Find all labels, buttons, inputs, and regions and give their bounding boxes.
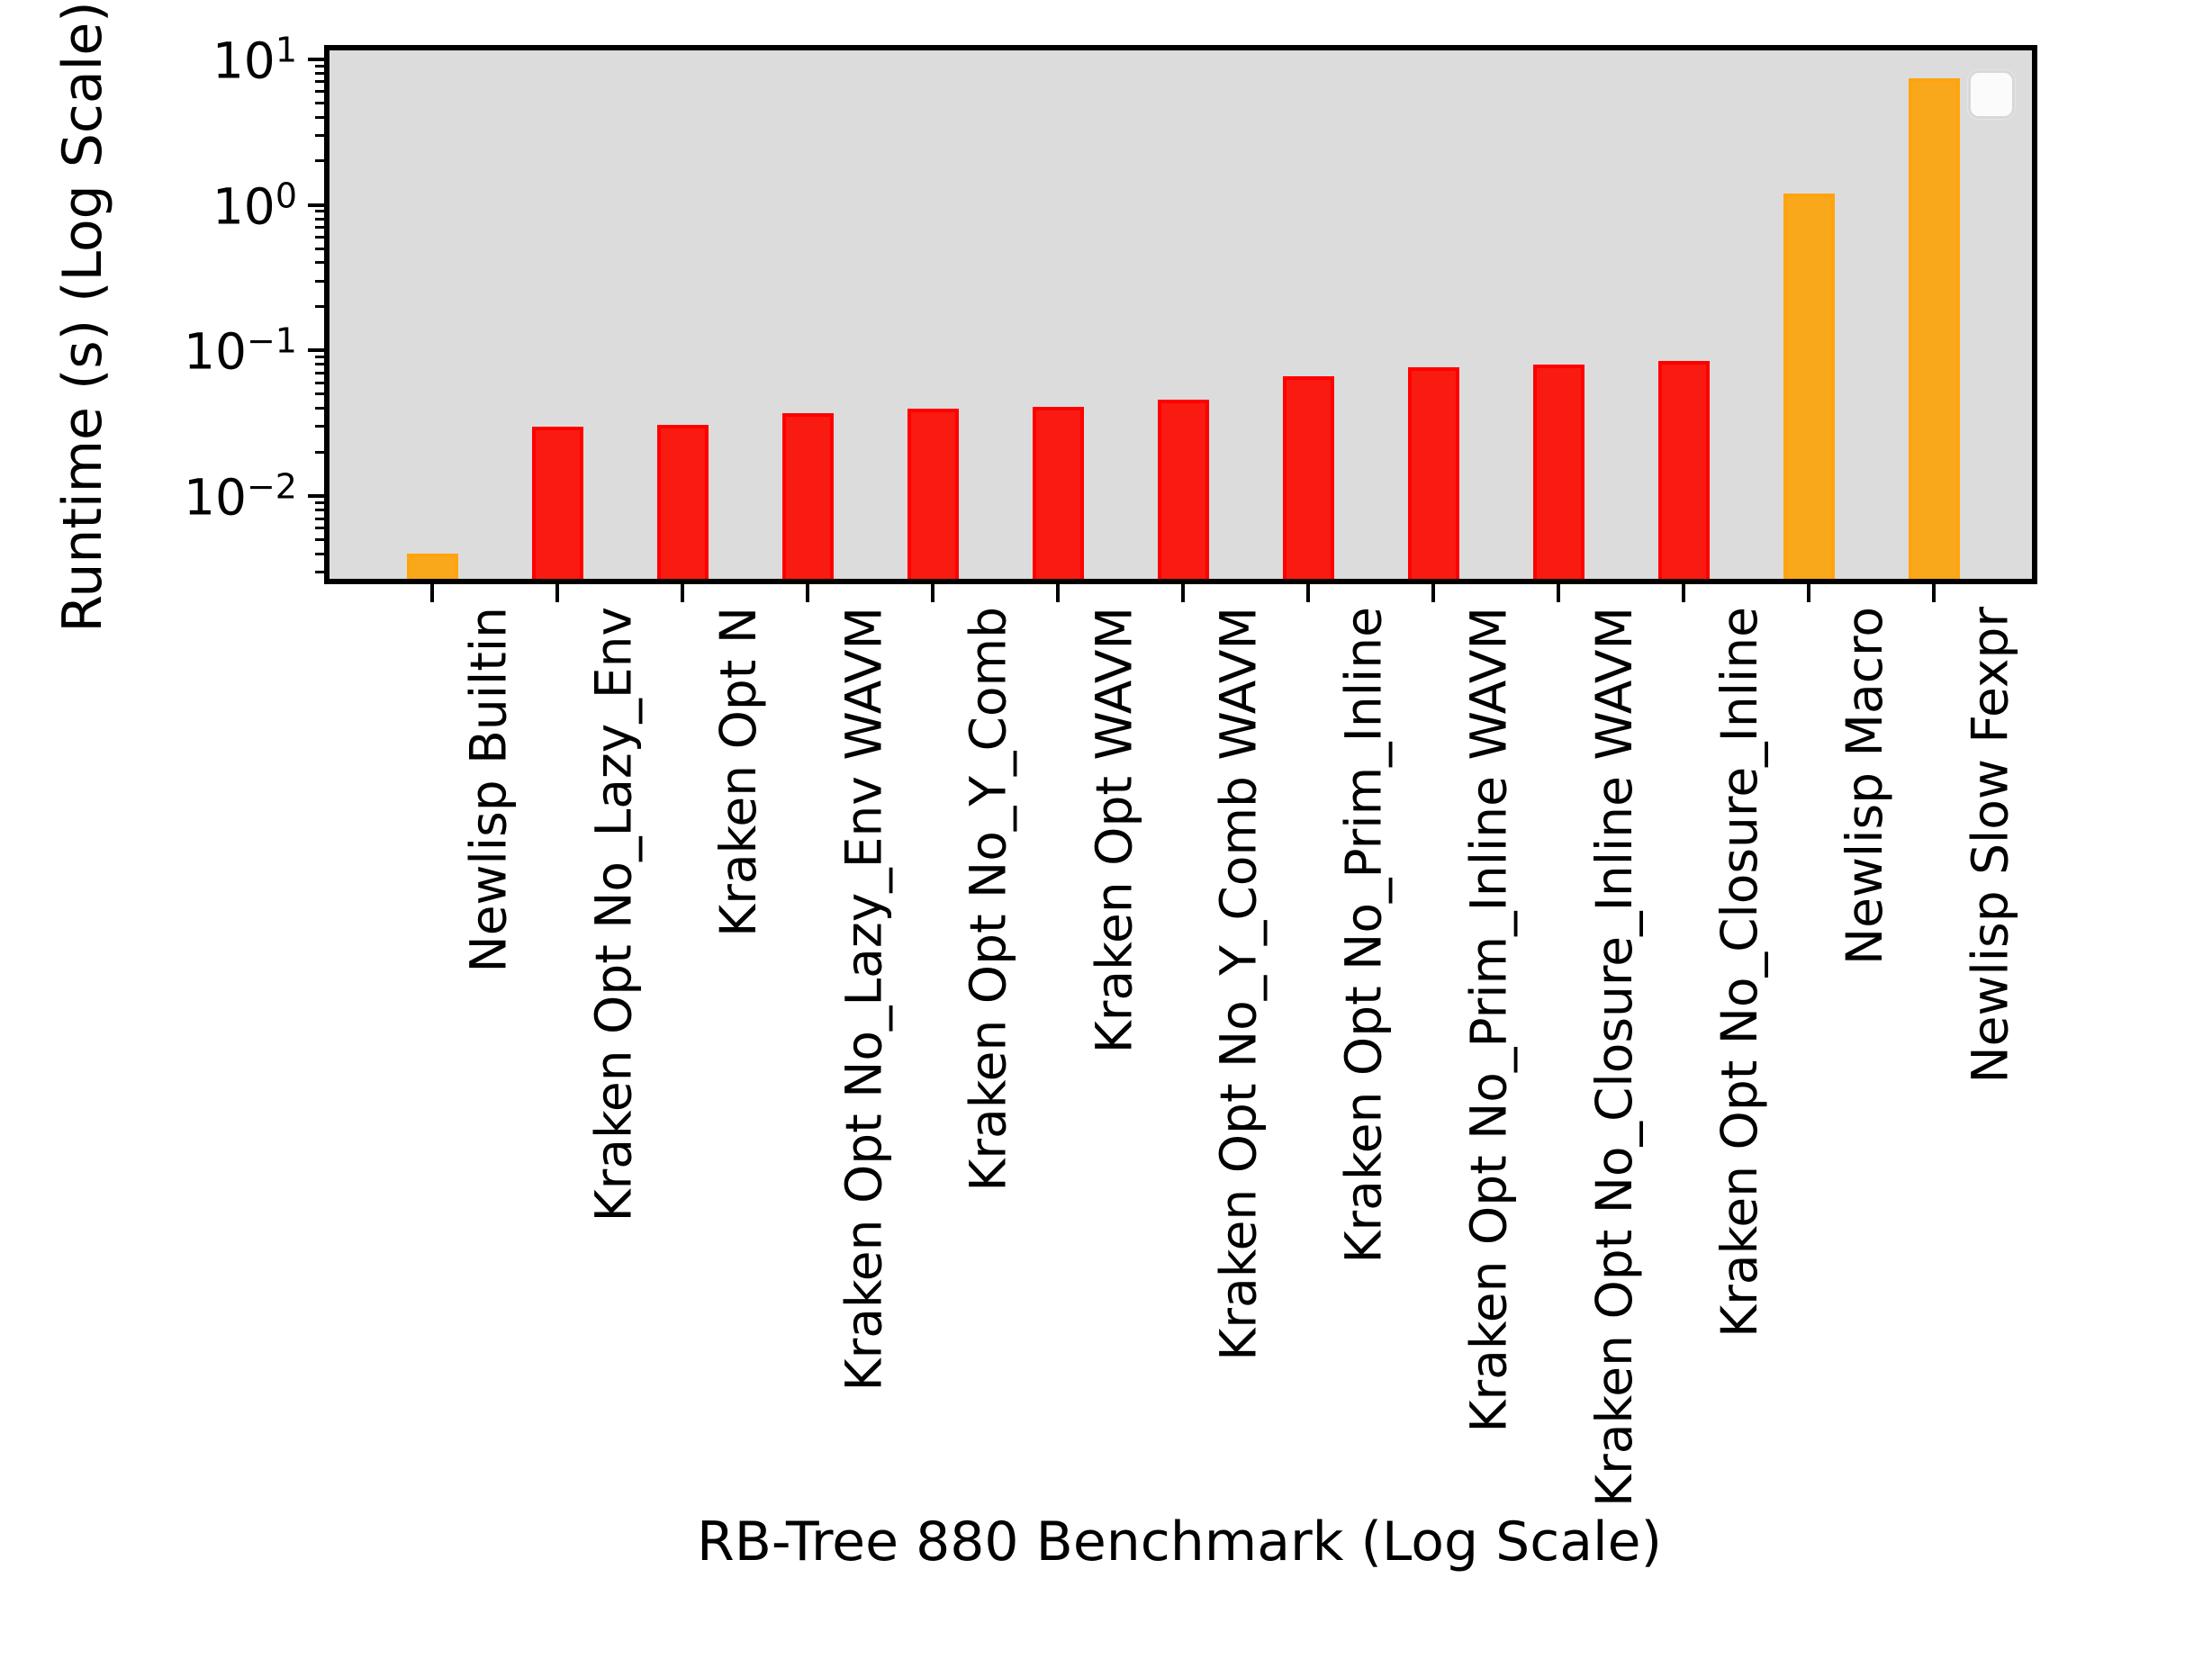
y-minor-tick [315, 279, 324, 283]
bar-newlisp-slow-fexpr [1908, 77, 1960, 579]
y-minor-tick [315, 425, 324, 428]
legend-box [1968, 70, 2015, 119]
x-tick-label-kraken-opt-no-closure-inline-wavm: Kraken Opt No_Closure_Inline WAVM [1585, 607, 1643, 1507]
y-minor-tick [315, 356, 324, 359]
x-tick [931, 584, 934, 602]
y-minor-tick [315, 133, 324, 137]
x-tick [1932, 584, 1936, 602]
y-minor-tick [315, 527, 324, 530]
x-tick [806, 584, 809, 602]
bar-kraken-opt-no-closure-inline-wavm [1532, 364, 1585, 579]
x-tick [1682, 584, 1685, 602]
y-minor-tick [315, 571, 324, 574]
y-tick-label: 10−2 [183, 466, 297, 527]
y-minor-tick [315, 509, 324, 512]
y-minor-tick [315, 210, 324, 213]
y-minor-tick [315, 102, 324, 104]
x-tick-label-newlisp-builtin: Newlisp Builtin [459, 607, 517, 973]
x-tick [1181, 584, 1185, 602]
y-minor-tick [315, 500, 324, 504]
y-minor-tick [315, 90, 324, 94]
x-tick-label-kraken-opt-wavm: Kraken Opt WAVM [1085, 607, 1142, 1054]
x-tick-label-kraken-opt-no-lazy-env: Kraken Opt No_Lazy_Env [584, 607, 642, 1222]
y-minor-tick [315, 235, 324, 239]
x-tick-label-kraken-opt-no-y-comb-wavm: Kraken Opt No_Y_Comb WAVM [1210, 607, 1268, 1361]
y-minor-tick [315, 538, 324, 542]
y-minor-tick [315, 247, 324, 250]
x-tick-label-newlisp-macro: Newlisp Macro [1836, 607, 1893, 966]
bar-kraken-opt-no-y-comb [907, 408, 959, 579]
bar-kraken-opt-no-lazy-env-wavm [781, 413, 834, 579]
y-minor-tick [315, 381, 324, 384]
y-tick-label: 101 [212, 30, 297, 90]
x-tick-label-kraken-opt-no-prim-inline: Kraken Opt No_Prim_Inline [1335, 607, 1393, 1264]
y-minor-tick [315, 407, 324, 410]
y-minor-tick [315, 552, 324, 555]
x-tick-label-kraken-opt-no-closure-inline: Kraken Opt No_Closure_Inline [1711, 607, 1768, 1338]
bar-kraken-opt-no-prim-inline [1282, 376, 1334, 579]
bar-kraken-opt-no-closure-inline [1657, 360, 1710, 579]
y-minor-tick [315, 217, 324, 221]
y-minor-tick [315, 159, 324, 163]
y-minor-tick [315, 371, 324, 374]
x-axis-label: RB-Tree 880 Benchmark (Log Scale) [697, 1510, 1662, 1573]
y-minor-tick [315, 71, 324, 75]
y-minor-tick [315, 517, 324, 520]
y-major-tick [308, 348, 324, 353]
y-major-tick [308, 494, 324, 499]
x-tick-label-newlisp-slow-fexpr: Newlisp Slow Fexpr [1961, 607, 2018, 1084]
x-tick-label-kraken-opt-no-prim-inline-wavm: Kraken Opt No_Prim_Inline WAVM [1460, 607, 1518, 1433]
y-minor-tick [315, 363, 324, 366]
y-major-tick [308, 57, 324, 61]
y-axis-label: Runtime (s) (Log Scale) [51, 1, 114, 633]
x-tick-label-kraken-opt-n: Kraken Opt N [709, 607, 767, 937]
y-tick-label: 10−1 [183, 320, 297, 381]
y-minor-tick [315, 305, 324, 309]
y-minor-tick [315, 226, 324, 230]
bar-kraken-opt-n [656, 424, 709, 579]
x-tick [1431, 584, 1435, 602]
bar-kraken-opt-wavm [1032, 406, 1084, 579]
x-tick [430, 584, 434, 602]
x-tick [1557, 584, 1560, 602]
x-tick [555, 584, 559, 602]
y-minor-tick [315, 261, 324, 265]
x-tick [1807, 584, 1810, 602]
bar-newlisp-macro [1783, 193, 1835, 579]
x-tick-label-kraken-opt-no-lazy-env-wavm: Kraken Opt No_Lazy_Env WAVM [835, 607, 892, 1392]
x-tick [1306, 584, 1310, 602]
y-major-tick [308, 203, 324, 207]
y-minor-tick [315, 64, 324, 68]
x-tick-label-kraken-opt-no-y-comb: Kraken Opt No_Y_Comb [960, 607, 1017, 1192]
bar-kraken-opt-no-prim-inline-wavm [1407, 366, 1459, 579]
x-tick [681, 584, 684, 602]
bar-kraken-opt-no-lazy-env [531, 426, 583, 579]
y-tick-label: 100 [212, 176, 297, 236]
bar-newlisp-builtin [406, 554, 458, 579]
bar-kraken-opt-no-y-comb-wavm [1157, 399, 1209, 579]
y-minor-tick [315, 115, 324, 119]
y-minor-tick [315, 450, 324, 454]
y-minor-tick [315, 80, 324, 84]
x-tick [1056, 584, 1060, 602]
y-minor-tick [315, 392, 324, 396]
